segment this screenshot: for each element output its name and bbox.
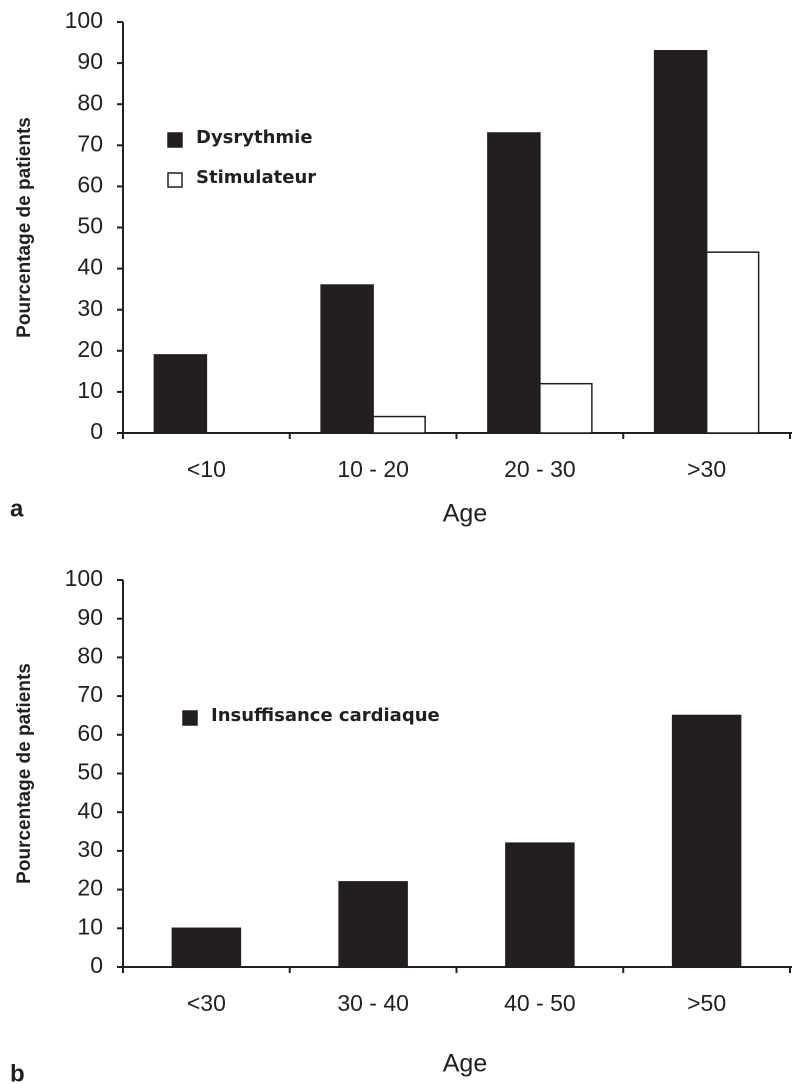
x-axis-title: Age	[443, 1050, 487, 1078]
x-tick-label: 40 - 50	[504, 990, 576, 1016]
bar	[338, 881, 408, 968]
bar	[653, 50, 708, 434]
y-tick-label: 90	[77, 604, 103, 630]
legend-swatch	[182, 710, 198, 726]
y-tick-label: 60	[77, 720, 103, 746]
bar	[372, 415, 426, 434]
legend-swatch	[167, 172, 183, 188]
panel-label: b	[10, 1060, 25, 1084]
x-tick-label: 20 - 30	[504, 456, 576, 482]
y-tick-label: 30	[77, 295, 103, 321]
y-tick-label: 40	[77, 797, 103, 823]
y-tick-label: 30	[77, 836, 103, 862]
y-tick-label: 70	[77, 681, 103, 707]
y-axis-title: Pourcentage de patients	[14, 663, 35, 884]
x-tick-label: >50	[687, 990, 726, 1016]
legend-label: Insuffisance cardiaque	[211, 705, 440, 726]
y-tick-label: 0	[90, 418, 103, 444]
bar	[171, 927, 242, 968]
x-tick-label: <10	[187, 456, 226, 482]
bar	[320, 284, 374, 434]
legend-label: Stimulateur	[196, 167, 316, 188]
y-tick-label: 80	[77, 642, 103, 668]
bar	[671, 714, 742, 968]
y-tick-label: 100	[65, 565, 103, 591]
legend-swatch	[167, 132, 183, 148]
y-tick-label: 20	[77, 875, 103, 901]
bar	[539, 382, 593, 434]
y-tick-label: 70	[77, 130, 103, 156]
y-tick-label: 20	[77, 336, 103, 362]
y-tick-label: 10	[77, 913, 103, 939]
bar	[705, 251, 760, 434]
bar	[153, 354, 208, 434]
x-tick-label: 10 - 20	[337, 456, 409, 482]
x-axis-title: Age	[443, 500, 487, 528]
bar	[487, 132, 541, 434]
y-tick-label: 40	[77, 254, 103, 280]
y-tick-label: 100	[65, 7, 103, 33]
y-tick-label: 10	[77, 377, 103, 403]
y-tick-label: 0	[90, 952, 103, 978]
y-tick-label: 80	[77, 89, 103, 115]
panel-label: a	[10, 495, 24, 522]
y-tick-label: 60	[77, 171, 103, 197]
y-axis-title: Pourcentage de patients	[14, 117, 35, 338]
y-tick-label: 50	[77, 213, 103, 239]
legend-label: Dysrythmie	[196, 127, 313, 148]
x-tick-label: <30	[187, 990, 226, 1016]
x-tick-label: 30 - 40	[337, 990, 409, 1016]
y-tick-label: 50	[77, 759, 103, 785]
x-tick-label: >30	[687, 456, 726, 482]
y-tick-label: 90	[77, 48, 103, 74]
bar	[505, 842, 575, 968]
